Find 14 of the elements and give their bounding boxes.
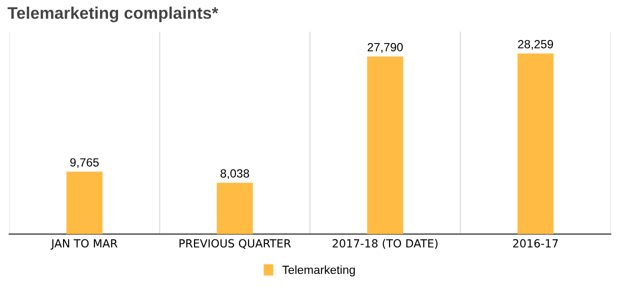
data-label: 9,765 [70,158,99,168]
x-tick-label: 2016-17 [513,239,558,248]
bar [216,182,253,234]
chart-title: Telemarketing complaints* [8,6,218,22]
x-tick-label: JAN TO MAR [50,239,118,250]
x-tick-label: 2017-18 (TO DATE) [332,238,438,249]
data-label: 8,038 [220,169,250,179]
data-label: 27,790 [368,42,403,53]
bar [367,56,404,234]
x-tick-label: PREVIOUS QUARTER [180,239,291,249]
bar [517,53,554,234]
legend-label: Telemarketing [282,265,355,276]
data-label: 28,259 [518,40,554,50]
bar [66,172,103,234]
